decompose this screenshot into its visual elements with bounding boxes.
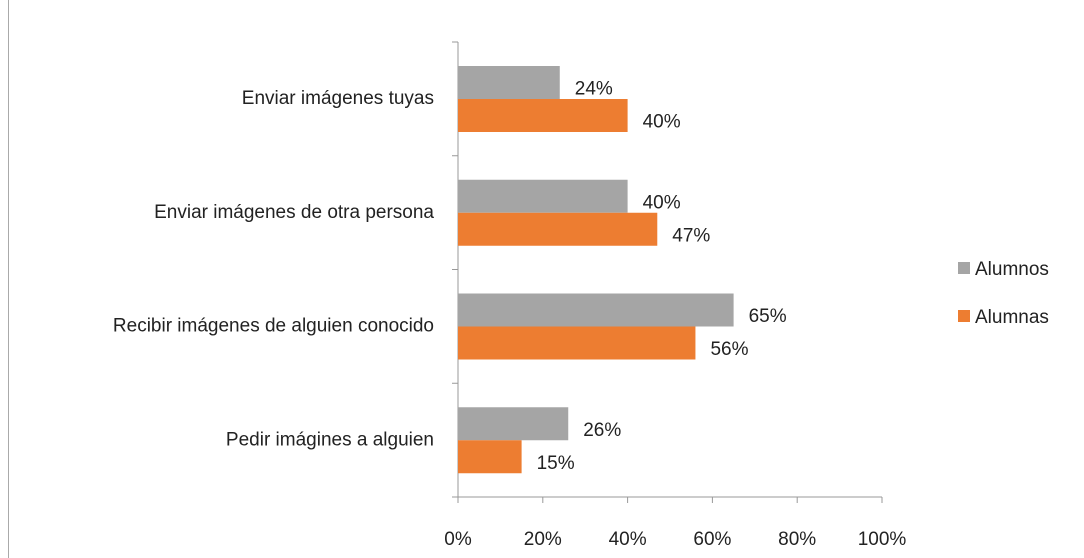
value-label: 40% [643,192,681,213]
x-tick-label: 40% [609,529,647,550]
category-label: Enviar imágenes de otra persona [154,202,434,223]
bar [458,440,522,474]
x-tick-label: 20% [524,529,562,550]
category-label: Recibir imágenes de alguien conocido [113,316,434,337]
bar [458,99,628,132]
value-label: 56% [710,339,748,360]
category-label: Pedir imágines a alguien [226,429,434,450]
legend-label: Alumnas [975,307,1049,328]
bar [458,212,658,246]
value-label: 65% [749,306,787,327]
legend-swatch [958,310,970,322]
value-label: 24% [575,79,613,100]
category-label: Enviar imágenes tuyas [242,88,434,109]
value-label: 47% [672,225,710,246]
x-tick-label: 80% [778,529,816,550]
bar [458,293,734,327]
bar [458,326,696,360]
bar [458,66,560,99]
legend-swatch [958,262,970,274]
value-label: 40% [643,112,681,133]
bar [458,407,569,441]
x-tick-label: 0% [444,529,472,550]
x-tick-label: 100% [858,529,907,550]
value-label: 15% [537,453,575,474]
value-label: 26% [583,420,621,441]
legend-label: Alumnos [975,259,1049,280]
bar [458,179,628,213]
x-tick-label: 60% [693,529,731,550]
